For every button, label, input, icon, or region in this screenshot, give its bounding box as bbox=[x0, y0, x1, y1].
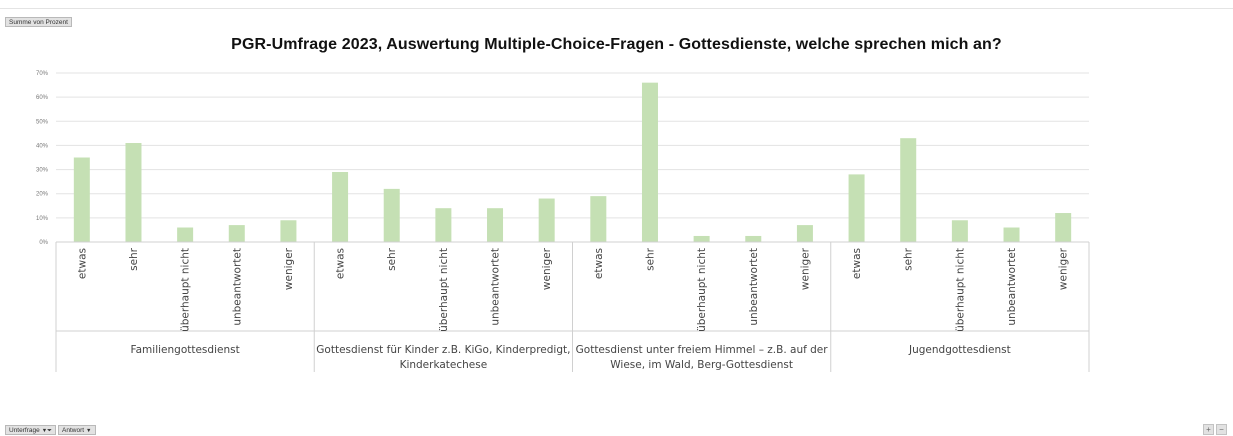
bar bbox=[73, 157, 90, 242]
bar bbox=[177, 227, 194, 242]
category-label: überhaupt nicht bbox=[696, 248, 708, 332]
bar bbox=[745, 235, 762, 242]
group-label: Kinderkatechese bbox=[400, 359, 488, 371]
bar bbox=[641, 82, 658, 243]
bar bbox=[487, 208, 504, 242]
filter-field-unterfrage[interactable]: Unterfrage ▼⏷ bbox=[5, 425, 56, 435]
category-label: überhaupt nicht bbox=[954, 248, 966, 332]
zoom-in-button[interactable]: + bbox=[1203, 424, 1214, 435]
bar bbox=[848, 174, 865, 242]
bar bbox=[900, 138, 917, 242]
zoom-out-button[interactable]: − bbox=[1216, 424, 1227, 435]
filter-field-label: Antwort bbox=[62, 427, 85, 434]
y-tick-label: 50% bbox=[36, 119, 49, 125]
category-label: unbeantwortet bbox=[748, 248, 760, 326]
page-top-rule bbox=[0, 8, 1233, 9]
y-tick-label: 30% bbox=[36, 168, 49, 174]
y-tick-label: 20% bbox=[36, 192, 49, 198]
bar bbox=[796, 225, 813, 242]
bar bbox=[435, 208, 452, 242]
bar bbox=[280, 220, 297, 242]
y-axis-ticks: 0% 10% 20% 30% 40% 50% 60% 70% bbox=[36, 71, 49, 246]
category-label: unbeantwortet bbox=[1006, 248, 1018, 326]
chevron-down-icon: ▼ bbox=[86, 428, 92, 434]
category-label: weniger bbox=[541, 247, 553, 290]
bar bbox=[951, 220, 968, 242]
value-field-button[interactable]: Summe von Prozent bbox=[5, 17, 72, 27]
category-label: unbeantwortet bbox=[490, 248, 502, 326]
category-label: unbeantwortet bbox=[231, 248, 243, 326]
y-tick-label: 60% bbox=[36, 95, 49, 101]
group-label: Wiese, im Wald, Berg-Gottesdienst bbox=[610, 359, 793, 371]
category-label: sehr bbox=[903, 247, 915, 271]
gridlines bbox=[56, 72, 1089, 219]
category-label: überhaupt nicht bbox=[438, 248, 450, 332]
bar bbox=[332, 171, 349, 242]
category-label: weniger bbox=[799, 247, 811, 290]
group-label: Gottesdienst unter freiem Himmel – z.B. … bbox=[576, 344, 829, 356]
category-label: etwas bbox=[851, 248, 863, 279]
category-label: weniger bbox=[1058, 247, 1070, 290]
filter-field-label: Unterfrage bbox=[9, 427, 40, 434]
category-axis: etwas sehr überhaupt nicht unbeantwortet wen… bbox=[55, 241, 1090, 372]
bar bbox=[1055, 213, 1072, 242]
bar bbox=[228, 225, 245, 242]
category-label: etwas bbox=[76, 248, 88, 279]
category-label: etwas bbox=[593, 248, 605, 279]
category-label: weniger bbox=[283, 247, 295, 290]
filter-field-antwort[interactable]: Antwort ▼ bbox=[58, 425, 96, 435]
group-label: Jugendgottesdienst bbox=[908, 344, 1011, 356]
bar bbox=[538, 198, 555, 242]
y-tick-label: 10% bbox=[36, 216, 49, 222]
bar bbox=[1003, 227, 1020, 242]
chevron-down-icon: ▼ bbox=[41, 428, 48, 434]
y-tick-label: 70% bbox=[36, 71, 49, 77]
y-tick-label: 40% bbox=[36, 143, 49, 149]
bar bbox=[383, 188, 400, 242]
group-label: Gottesdienst für Kinder z.B. KiGo, Kinde… bbox=[316, 344, 570, 356]
bar bbox=[125, 143, 142, 242]
bars bbox=[73, 82, 1072, 243]
chart-title: PGR-Umfrage 2023, Auswertung Multiple-Ch… bbox=[231, 36, 1002, 53]
zoom-controls: + − bbox=[1203, 424, 1227, 435]
bar bbox=[693, 235, 710, 242]
category-label: sehr bbox=[644, 247, 656, 271]
category-label: etwas bbox=[335, 248, 347, 279]
filter-funnel-icon: ⏷ bbox=[47, 428, 52, 434]
bar bbox=[590, 196, 607, 242]
y-tick-label: 0% bbox=[39, 240, 48, 246]
category-label: sehr bbox=[386, 247, 398, 271]
category-label: überhaupt nicht bbox=[180, 248, 192, 332]
group-label: Familiengottesdienst bbox=[131, 344, 240, 356]
category-label: sehr bbox=[128, 247, 140, 271]
